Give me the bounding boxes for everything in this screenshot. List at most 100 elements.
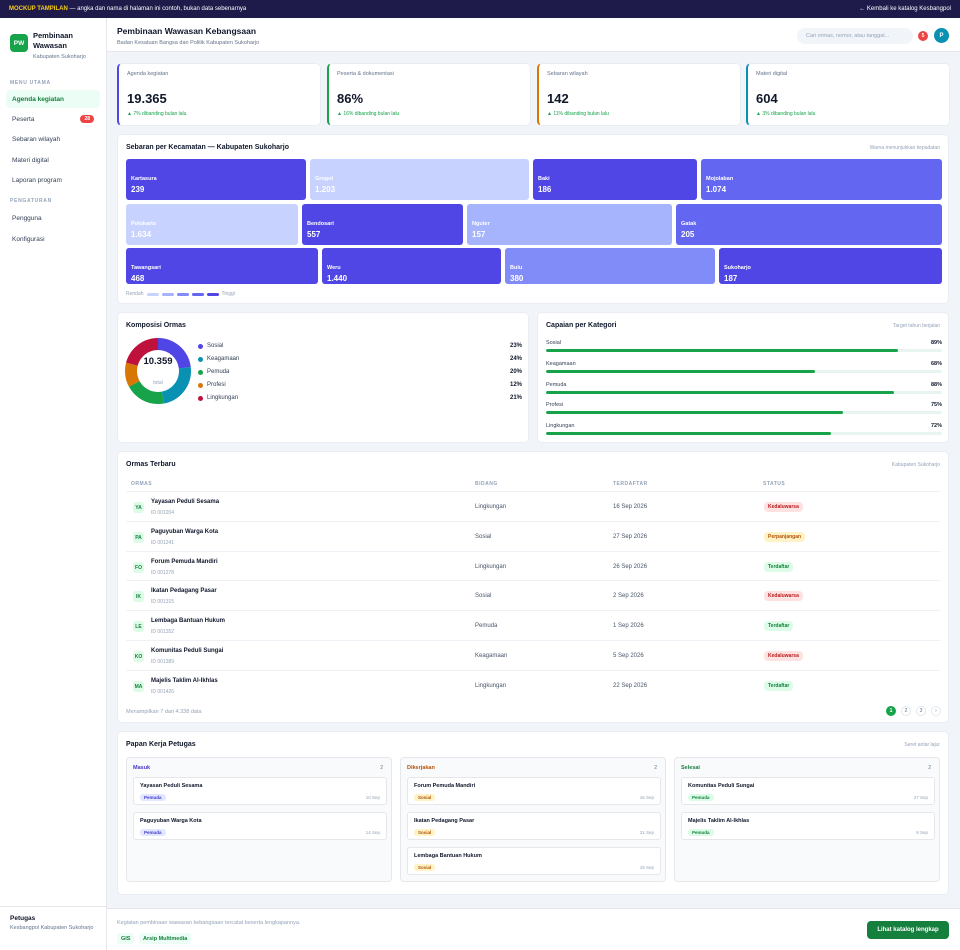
page-subtitle: Badan Kesatuan Bangsa dan Politik Kabupa… bbox=[117, 40, 260, 46]
task-name: Majelis Taklim Al-Ikhlas bbox=[688, 818, 750, 824]
sidebar-item-konfigurasi[interactable]: Konfigurasi bbox=[6, 230, 100, 248]
status-badge: Kedaluwarsa bbox=[764, 591, 803, 601]
sidebar-item-pengguna[interactable]: Pengguna bbox=[6, 209, 100, 227]
composition-donut-chart bbox=[125, 338, 191, 404]
tile-sukoharjo[interactable]: Sukoharjo 187 bbox=[719, 248, 942, 284]
achievement-label: Keagamaan bbox=[546, 361, 576, 367]
chip-arsip-multimedia[interactable]: Arsip Multimedia bbox=[139, 933, 192, 944]
tile-bendosari[interactable]: Bendosari 557 bbox=[302, 204, 463, 245]
page-button-3[interactable]: 3 bbox=[916, 706, 926, 716]
task-date: 8 Sep bbox=[916, 830, 928, 835]
achievement-note: Target tahun berjalan bbox=[893, 323, 940, 329]
sidebar-item-laporan[interactable]: Laporan program bbox=[6, 171, 100, 189]
tile-name: Bendosari bbox=[307, 221, 334, 227]
legend-label: Lingkungan bbox=[207, 395, 239, 401]
status-badge: Terdaftar bbox=[764, 621, 794, 631]
ormas-field: Pemuda bbox=[475, 623, 498, 629]
column-header[interactable]: TERDAFTAR bbox=[613, 481, 648, 487]
peserta-count-badge: 28 bbox=[80, 115, 94, 123]
task-name: Paguyuban Warga Kota bbox=[140, 818, 202, 824]
next-page-button[interactable]: › bbox=[931, 706, 941, 716]
achievement-row: Pemuda 88% bbox=[546, 382, 942, 394]
tile-gatak[interactable]: Gatak 205 bbox=[676, 204, 942, 245]
back-to-catalog-link[interactable]: ← Kembali ke katalog Kesbangpol bbox=[859, 6, 951, 12]
task-tag: Sosial bbox=[414, 794, 436, 801]
task-card[interactable]: Majelis Taklim Al-Ikhlas Pemuda 8 Sep bbox=[681, 812, 935, 840]
legend-percent: 23% bbox=[509, 343, 522, 349]
kanban-card: Papan Kerja Petugas Seret antar lajur Ma… bbox=[117, 731, 949, 895]
column-header[interactable]: STATUS bbox=[763, 481, 786, 487]
task-card[interactable]: Forum Pemuda Mandiri Sosial 16 Sep bbox=[407, 777, 661, 805]
app-subtitle: Kabupaten Sukoharjo bbox=[33, 54, 86, 60]
notification-badge[interactable]: 5 bbox=[918, 31, 928, 41]
tile-baki[interactable]: Baki 186 bbox=[533, 159, 697, 200]
avatar[interactable]: P bbox=[934, 28, 949, 43]
ormas-id: ID 001278 bbox=[151, 570, 175, 576]
ormas-initials: LE bbox=[133, 621, 144, 632]
tile-weru[interactable]: Weru 1.440 bbox=[322, 248, 501, 284]
density-legend: Rendah Tinggi bbox=[126, 291, 235, 297]
legend-swatch bbox=[146, 292, 159, 296]
task-name: Ikatan Pedagang Pasar bbox=[414, 818, 475, 824]
chip-gis[interactable]: GIS bbox=[117, 933, 135, 944]
task-card[interactable]: Paguyuban Warga Kota Pemuda 14 Sep bbox=[133, 812, 387, 840]
composition-legend-item: Keagamaan 24% bbox=[198, 354, 522, 364]
composition-card: Komposisi Ormas 10.359 total Sosial 23% K… bbox=[117, 312, 529, 443]
column-title: Selesai bbox=[681, 765, 700, 771]
tile-polokarto[interactable]: Polokarto 1.634 bbox=[126, 204, 298, 245]
task-date: 14 Sep bbox=[365, 830, 380, 835]
sidebar-item-materi[interactable]: Materi digital bbox=[6, 151, 100, 169]
tile-count: 1.074 bbox=[706, 185, 727, 194]
page-button-2[interactable]: 2 bbox=[901, 706, 911, 716]
menu-section-label: MENU UTAMA bbox=[10, 80, 51, 86]
task-tag: Pemuda bbox=[140, 794, 166, 801]
task-card[interactable]: Yayasan Peduli Sesama Pemuda 10 Sep bbox=[133, 777, 387, 805]
status-badge: Kedaluwarsa bbox=[764, 651, 803, 661]
tile-tawangsari[interactable]: Tawangsari 468 bbox=[126, 248, 318, 284]
achievement-label: Pemuda bbox=[546, 382, 567, 388]
task-name: Forum Pemuda Mandiri bbox=[414, 783, 476, 789]
task-name: Lembaga Bantuan Hukum bbox=[414, 853, 482, 859]
tile-bulu[interactable]: Bulu 380 bbox=[505, 248, 715, 284]
tile-name: Nguter bbox=[472, 221, 490, 227]
stat-label: Materi digital bbox=[756, 71, 788, 77]
tile-nguter[interactable]: Nguter 157 bbox=[467, 204, 672, 245]
tile-count: 205 bbox=[681, 230, 695, 239]
tile-kartasura[interactable]: Kartasura 239 bbox=[126, 159, 306, 200]
table-summary: Menampilkan 7 dari 4.338 data bbox=[126, 709, 202, 715]
table-row[interactable]: PA Paguyuban Warga Kota ID 001241 Sosial 27 … bbox=[126, 521, 940, 551]
table-row[interactable]: MA Majelis Taklim Al-Ikhlas ID 001426 Lingk… bbox=[126, 670, 940, 700]
legend-dot bbox=[198, 369, 203, 375]
sidebar-item-peserta[interactable]: Peserta 28 bbox=[6, 110, 100, 128]
task-card[interactable]: Komunitas Peduli Sungai Pemuda 27 Sep bbox=[681, 777, 935, 805]
legend-swatch bbox=[191, 292, 204, 296]
table-row[interactable]: FO Forum Pemuda Mandiri ID 001278 Lingkunga… bbox=[126, 551, 940, 581]
tile-grogol[interactable]: Grogol 1.203 bbox=[310, 159, 529, 200]
table-row[interactable]: YA Yayasan Peduli Sesama ID 001204 Lingkung… bbox=[126, 491, 940, 521]
page-button-1[interactable]: 1 bbox=[886, 706, 896, 716]
task-card[interactable]: Lembaga Bantuan Hukum Sosial 18 Sep bbox=[407, 847, 661, 875]
task-card[interactable]: Ikatan Pedagang Pasar Sosial 21 Sep bbox=[407, 812, 661, 840]
sidebar-item-agenda[interactable]: Agenda kegiatan bbox=[6, 90, 100, 108]
search-input[interactable]: Cari ormas, nomor, atau tanggal... bbox=[797, 28, 913, 44]
view-catalog-button[interactable]: Lihat katalog lengkap bbox=[867, 921, 949, 939]
stat-label: Agenda kegiatan bbox=[127, 71, 169, 77]
sidebar-item-label: Materi digital bbox=[12, 156, 49, 164]
column-header[interactable]: ORMAS bbox=[131, 481, 153, 487]
tile-count: 1.203 bbox=[315, 185, 336, 194]
column-header[interactable]: BIDANG bbox=[475, 481, 498, 487]
table-row[interactable]: KO Komunitas Peduli Sungai ID 001389 Keagam… bbox=[126, 640, 940, 670]
ormas-date: 22 Sep 2026 bbox=[613, 683, 648, 689]
map-title: Sebaran per Kecamatan — Kabupaten Sukoha… bbox=[126, 144, 289, 151]
ormas-name: Majelis Taklim Al-Ikhlas bbox=[151, 678, 218, 684]
legend-percent: 21% bbox=[509, 395, 522, 401]
tile-name: Weru bbox=[327, 265, 341, 271]
table-row[interactable]: IK Ikatan Pedagang Pasar ID 001315 Sosial 2 … bbox=[126, 580, 940, 610]
ormas-field: Lingkungan bbox=[475, 504, 507, 510]
table-row[interactable]: LE Lembaga Bantuan Hukum ID 001352 Pemuda 1 … bbox=[126, 610, 940, 640]
tile-count: 157 bbox=[472, 230, 486, 239]
ormas-initials: FO bbox=[133, 562, 144, 573]
tile-mojolaban[interactable]: Mojolaban 1.074 bbox=[701, 159, 942, 200]
donut-segment-keagamaan bbox=[125, 338, 191, 404]
sidebar-item-sebaran[interactable]: Sebaran wilayah bbox=[6, 130, 100, 148]
